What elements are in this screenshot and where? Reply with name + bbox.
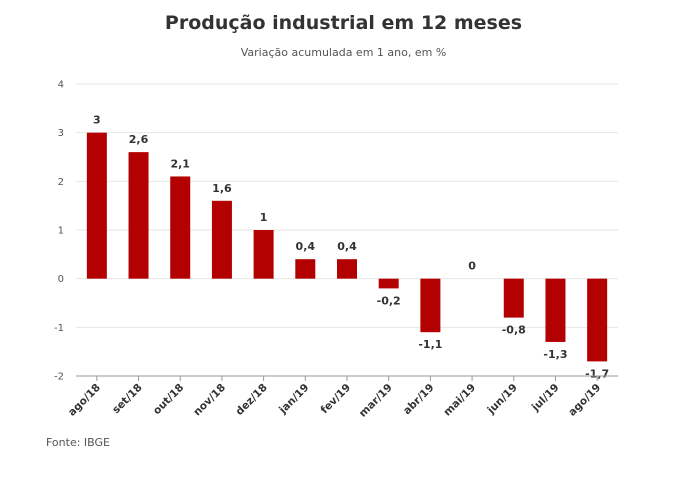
data-label: 2,1 [170,157,190,170]
data-label: 0,4 [296,240,316,253]
x-tick-label: dez/18 [234,382,270,418]
data-label: 2,6 [129,133,149,146]
data-label: -0,2 [377,294,401,307]
y-axis: 4 3 2 1 0 -1 -2 [54,80,64,383]
data-label: 0,4 [337,240,357,253]
bar [295,259,316,279]
x-tick-label: set/18 [110,382,145,417]
y-tick-label: 1 [58,226,64,237]
bar [420,278,441,333]
bar [211,200,232,279]
bars [86,132,608,362]
bar [545,278,566,342]
chart-title: Produção industrial em 12 meses [164,12,523,34]
x-axis: ago/18 set/18 out/18 nov/18 dez/18 jan/19 fev/… [66,375,618,420]
bar [503,278,524,318]
x-tick-label: out/18 [151,382,186,417]
chart-subtitle: Variação acumulada em 1 ano, em % [240,46,447,59]
data-label: -1,1 [418,338,442,351]
data-labels: 3 2,6 2,1 1,6 1 0,4 0,4 -0,2 -1,1 0 -0,8 -1,3 -1,7 [93,114,609,381]
y-tick-label: 3 [58,128,64,139]
x-tick-label: nov/18 [191,382,228,419]
x-tick-label: jan/19 [276,382,311,417]
x-tick-label: ago/18 [66,382,103,419]
bar [587,278,608,362]
x-tick-label: abr/19 [401,382,437,418]
y-tick-label: -2 [54,372,64,383]
bar [253,230,274,279]
y-tick-label: 0 [58,274,64,285]
bar [128,152,149,279]
bar [378,278,399,289]
data-label: -1,7 [585,367,609,380]
data-label: 1 [260,211,268,224]
x-tick-label: mai/19 [441,382,478,419]
y-tick-label: -1 [54,323,64,334]
gridlines [76,83,618,377]
x-tick-label: mar/19 [357,382,395,420]
x-tick-label: jun/19 [485,382,520,417]
x-tick-label: fev/19 [318,382,353,417]
bar [170,176,191,279]
y-tick-label: 2 [58,177,64,188]
bar [86,132,107,279]
bar [337,259,357,279]
data-label: -1,3 [543,348,567,361]
y-tick-label: 4 [58,80,64,91]
source-note: Fonte: IBGE [46,436,110,449]
data-label: 1,6 [212,182,232,195]
data-label: -0,8 [502,324,526,337]
x-tick-label: ago/19 [566,382,603,419]
data-label: 0 [468,260,476,273]
data-label: 3 [93,114,101,127]
x-tick-label: jul/19 [529,382,562,415]
